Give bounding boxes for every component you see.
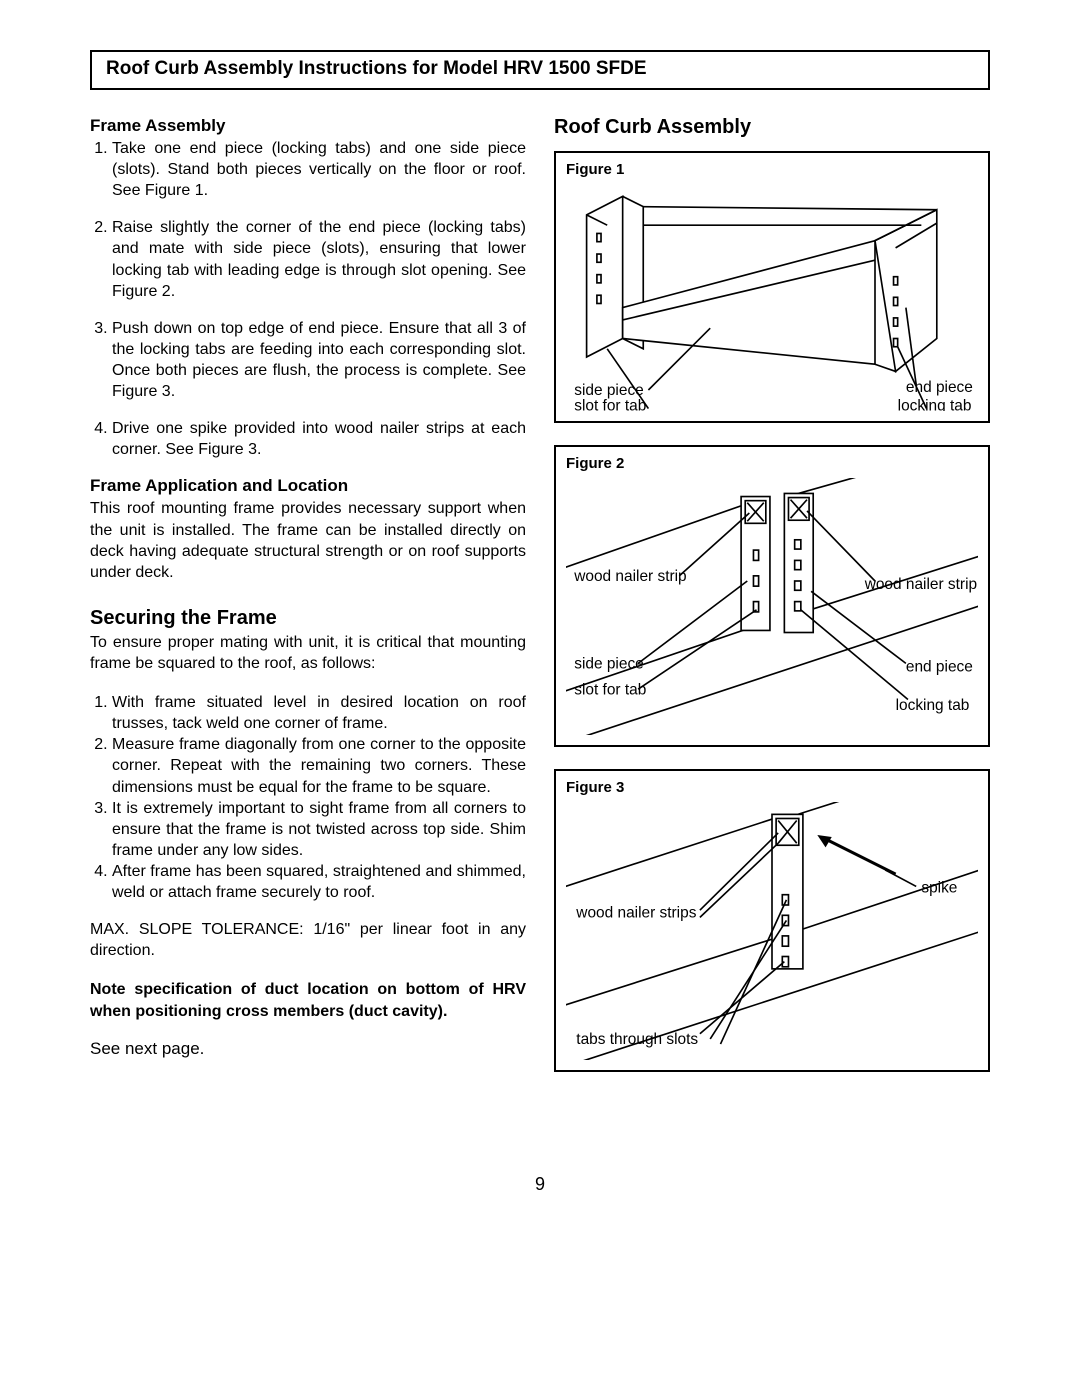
step: After frame has been squared, straighten… [112, 861, 526, 903]
step: With frame situated level in desired loc… [112, 692, 526, 734]
callout-slot-for-tab: slot for tab [574, 398, 646, 411]
callout-side-piece: side piece [574, 655, 644, 672]
two-column-layout: Frame Assembly Take one end piece (locki… [90, 110, 990, 1094]
callout-tabs-through: tabs through slots [576, 1031, 698, 1048]
figure-2-label: Figure 2 [566, 455, 978, 472]
see-next-page: See next page. [90, 1038, 526, 1060]
frame-assembly-steps: Take one end piece (locking tabs) and on… [90, 138, 526, 460]
callout-spike: spike [921, 880, 957, 897]
frame-app-body: This roof mounting frame provides necess… [90, 498, 526, 582]
figure-3-label: Figure 3 [566, 779, 978, 796]
securing-heading: Securing the Frame [90, 607, 526, 630]
callout-slot-for-tab: slot for tab [574, 681, 646, 698]
step: Push down on top edge of end piece. Ensu… [112, 318, 526, 402]
callout-wood-nailer-l: wood nailer strip [573, 568, 686, 585]
right-column: Roof Curb Assembly Figure 1 [554, 110, 990, 1094]
frame-assembly-heading: Frame Assembly [90, 116, 526, 136]
callout-wood-nailer-strips: wood nailer strips [575, 904, 696, 921]
page-number: 9 [90, 1174, 990, 1195]
step: Drive one spike provided into wood naile… [112, 418, 526, 460]
callout-end-piece: end piece [906, 658, 973, 675]
figure-1-drawing: side piece slot for tab end piece lockin… [566, 184, 978, 411]
figure-3-drawing: wood nailer strips tabs through slots sp… [566, 802, 978, 1060]
callout-locking-tab: locking tab [898, 398, 972, 411]
figure-3: Figure 3 [554, 769, 990, 1072]
step: Measure frame diagonally from one corner… [112, 734, 526, 797]
step: Raise slightly the corner of the end pie… [112, 217, 526, 301]
figure-1: Figure 1 [554, 151, 990, 423]
securing-steps: With frame situated level in desired loc… [90, 692, 526, 903]
slope-tolerance: MAX. SLOPE TOLERANCE: 1/16" per linear f… [90, 919, 526, 961]
section-title-bar: Roof Curb Assembly Instructions for Mode… [90, 50, 990, 90]
duct-note: Note specification of duct location on b… [90, 979, 526, 1021]
figure-2-drawing: wood nailer strip wood nailer strip side… [566, 478, 978, 736]
step: Take one end piece (locking tabs) and on… [112, 138, 526, 201]
frame-app-heading: Frame Application and Location [90, 476, 526, 496]
figure-1-label: Figure 1 [566, 161, 978, 178]
roof-curb-heading: Roof Curb Assembly [554, 116, 990, 139]
step: It is extremely important to sight frame… [112, 798, 526, 861]
left-column: Frame Assembly Take one end piece (locki… [90, 110, 526, 1094]
callout-end-piece: end piece [906, 379, 973, 396]
securing-intro: To ensure proper mating with unit, it is… [90, 632, 526, 674]
section-title: Roof Curb Assembly Instructions for Mode… [106, 58, 647, 79]
callout-wood-nailer-r: wood nailer strip [864, 576, 977, 593]
callout-locking-tab: locking tab [896, 696, 970, 713]
figure-2: Figure 2 [554, 445, 990, 748]
